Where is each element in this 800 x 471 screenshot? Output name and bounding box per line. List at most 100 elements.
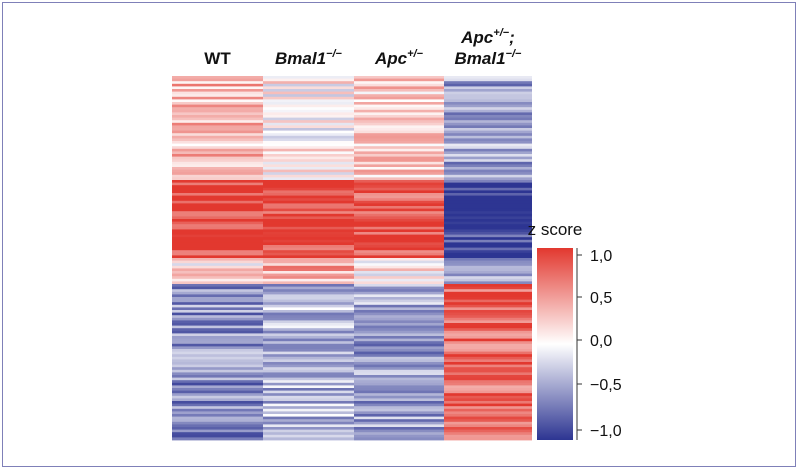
heatmap-cell (444, 237, 532, 241)
heatmap-cell (263, 128, 354, 131)
column-label-4: Apc+/−; (460, 27, 515, 47)
heatmap-cell (444, 382, 532, 386)
heatmap-cell (444, 297, 532, 300)
heatmap-cell (444, 83, 532, 87)
heatmap-cell (172, 216, 263, 220)
heatmap-cell (354, 317, 444, 321)
heatmap-cell (354, 130, 444, 134)
heatmap-cell (263, 385, 354, 389)
heatmap-cell (444, 169, 532, 173)
heatmap-cell (444, 349, 532, 352)
heatmap-cell (354, 297, 444, 300)
heatmap-cell (354, 208, 444, 212)
heatmap-cell (263, 151, 354, 155)
heatmap-cells (172, 76, 532, 441)
heatmap-cell (354, 304, 444, 308)
heatmap-cell (354, 252, 444, 256)
heatmap-cell (354, 247, 444, 251)
heatmap-cell (263, 380, 354, 384)
colorbar-tick-label: −1,0 (590, 423, 622, 440)
heatmap-cell (354, 354, 444, 358)
heatmap-cell (172, 213, 263, 217)
heatmap-cell (172, 255, 263, 259)
heatmap-cell (354, 195, 444, 199)
heatmap-cell (354, 174, 444, 178)
heatmap-cell (263, 198, 354, 202)
heatmap-cell (172, 83, 263, 87)
heatmap-cell (172, 380, 263, 384)
colorbar-tick-label: 0,5 (590, 290, 612, 307)
heatmap-cell (263, 115, 354, 118)
heatmap-cell (354, 393, 444, 397)
heatmap-cell (354, 156, 444, 160)
heatmap-cell (263, 268, 354, 272)
heatmap-cell (354, 143, 444, 147)
heatmap-cell (263, 234, 354, 238)
heatmap-cell (444, 325, 532, 329)
heatmap-cell (444, 172, 532, 176)
heatmap-cell (172, 219, 263, 222)
heatmap-cell (354, 164, 444, 168)
heatmap-cell (172, 411, 263, 415)
heatmap-cell (354, 117, 444, 121)
heatmap-cell (444, 258, 532, 261)
heatmap-cell (172, 437, 263, 441)
heatmap-cell (263, 349, 354, 352)
heatmap-cell (354, 94, 444, 98)
heatmap-cell (444, 104, 532, 108)
heatmap-cell (172, 99, 263, 103)
heatmap-cell (172, 138, 263, 142)
heatmap-cell (263, 263, 354, 267)
heatmap-cell (354, 302, 444, 306)
heatmap-cell (354, 190, 444, 194)
heatmap-cell (444, 78, 532, 82)
heatmap-cell (172, 424, 263, 428)
heatmap-cell (444, 424, 532, 428)
heatmap-cell (444, 310, 532, 313)
heatmap-cell (263, 135, 354, 139)
heatmap-cell (263, 130, 354, 134)
heatmap-cell (172, 112, 263, 116)
column-label-3: Apc+/− (374, 48, 424, 68)
heatmap-cell (172, 167, 263, 170)
heatmap-cell (444, 242, 532, 246)
heatmap-cell (354, 224, 444, 228)
heatmap-cell (172, 299, 263, 303)
heatmap-cell (354, 416, 444, 420)
heatmap-cell (263, 245, 354, 248)
heatmap-cell (354, 151, 444, 155)
heatmap-cell (172, 161, 263, 165)
heatmap-cell (172, 221, 263, 225)
heatmap-cell (354, 294, 444, 298)
heatmap-cell (354, 107, 444, 111)
heatmap-cell (354, 125, 444, 129)
heatmap-cell (172, 226, 263, 230)
heatmap-cell (263, 429, 354, 433)
heatmap-cell (354, 112, 444, 116)
heatmap-cell (444, 154, 532, 157)
heatmap-cell (263, 239, 354, 243)
colorbar-tick-label: −0,5 (590, 377, 622, 394)
heatmap-cell (172, 333, 263, 337)
heatmap-cell (172, 117, 263, 121)
heatmap-cell (444, 247, 532, 251)
heatmap-cell (263, 78, 354, 82)
heatmap-cell (444, 291, 532, 295)
heatmap-cell (354, 133, 444, 137)
heatmap-cell (172, 377, 263, 381)
heatmap-cell (172, 401, 263, 404)
heatmap-cell (444, 286, 532, 290)
heatmap-cell (354, 237, 444, 241)
heatmap-cell (172, 393, 263, 397)
heatmap-cell (263, 232, 354, 235)
heatmap-cell (263, 278, 354, 282)
heatmap-cell (263, 416, 354, 420)
heatmap-cell (354, 159, 444, 163)
heatmap-cell (354, 169, 444, 173)
heatmap-cell (354, 245, 444, 248)
heatmap-cell (172, 382, 263, 386)
colorbar-gradient (537, 248, 573, 440)
heatmap-cell (172, 182, 263, 186)
heatmap-cell (172, 369, 263, 373)
heatmap-cell (263, 273, 354, 277)
